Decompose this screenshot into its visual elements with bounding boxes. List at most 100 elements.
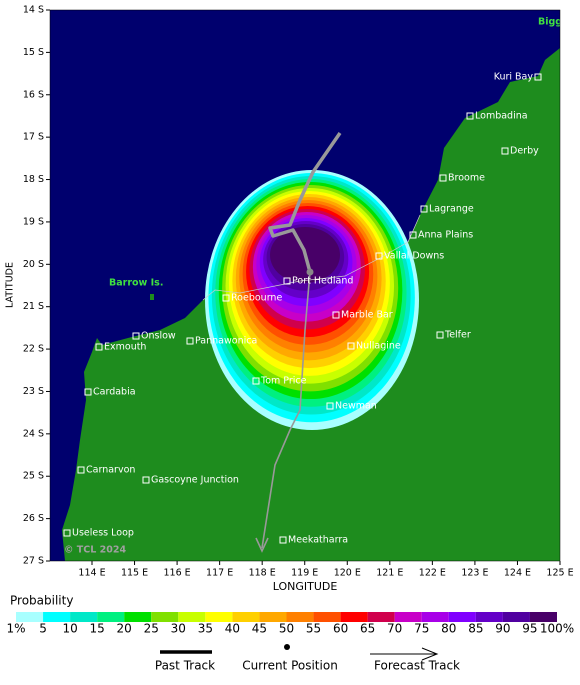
place-label: Roebourne bbox=[231, 293, 282, 304]
current-position bbox=[306, 268, 314, 276]
past-track bbox=[268, 132, 342, 273]
legend-swatch bbox=[421, 612, 449, 622]
lat-label: 17 S bbox=[23, 132, 44, 143]
place-marker bbox=[439, 174, 447, 182]
place-label: Pannawonica bbox=[195, 336, 257, 347]
legend-swatch bbox=[259, 612, 287, 622]
lon-label: 122 E bbox=[419, 568, 446, 579]
place-marker bbox=[252, 377, 260, 385]
legend-label: 65 bbox=[360, 622, 375, 636]
legend-swatch bbox=[502, 612, 530, 622]
lat-label: 24 S bbox=[23, 428, 44, 439]
lon-label: 118 E bbox=[249, 568, 276, 579]
place-marker bbox=[84, 388, 92, 396]
forecast-arrow-key bbox=[421, 647, 439, 661]
place-marker bbox=[279, 536, 287, 544]
island bbox=[150, 294, 154, 300]
legend-label: 45 bbox=[252, 622, 267, 636]
legend-swatch bbox=[43, 612, 71, 622]
place-label: Lombadina bbox=[475, 111, 528, 122]
legend-label: 70 bbox=[387, 622, 402, 636]
place-label: Onslow bbox=[141, 331, 176, 342]
legend-swatch bbox=[232, 612, 260, 622]
lon-label: 115 E bbox=[121, 568, 148, 579]
lon-label: 121 E bbox=[376, 568, 403, 579]
place-marker bbox=[283, 277, 291, 285]
forecast-arrowhead bbox=[255, 537, 269, 553]
lat-label: 19 S bbox=[23, 216, 44, 227]
legend-label: 40 bbox=[225, 622, 240, 636]
axes: 14 S 15 S 16 S 17 S 18 S 19 S 20 S 21 S 22 S 23 S… bbox=[23, 5, 574, 579]
place-label: Carnarvon bbox=[86, 465, 135, 476]
legend-label: 15 bbox=[90, 622, 105, 636]
place-marker bbox=[63, 529, 71, 537]
place-marker bbox=[534, 73, 542, 81]
current-position-key bbox=[284, 644, 290, 650]
key-label: Current Position bbox=[242, 659, 338, 673]
legend-swatch bbox=[475, 612, 503, 622]
legend-label: 25 bbox=[144, 622, 159, 636]
coast-outline bbox=[202, 214, 421, 301]
legend-swatch bbox=[70, 612, 98, 622]
legend-label: 90 bbox=[495, 622, 510, 636]
legend-swatch bbox=[394, 612, 422, 622]
place-marker bbox=[466, 112, 474, 120]
key-label: Past Track bbox=[155, 659, 215, 673]
lon-label: 117 E bbox=[206, 568, 233, 579]
legend-swatch bbox=[205, 612, 233, 622]
island-label: Bigg bbox=[538, 17, 562, 28]
place-label: Cardabia bbox=[93, 387, 136, 398]
place-marker bbox=[332, 311, 340, 319]
place-label: Meekatharra bbox=[288, 535, 348, 546]
legend-swatch bbox=[313, 612, 341, 622]
place-label: Lagrange bbox=[429, 204, 474, 215]
lon-label: 123 E bbox=[461, 568, 488, 579]
legend-label: 75 bbox=[414, 622, 429, 636]
legend-label: 35 bbox=[198, 622, 213, 636]
place-marker bbox=[436, 331, 444, 339]
map-area: Kuri Bay Lombadina Derby Broome Lagrange Anna… bbox=[50, 10, 562, 561]
place-label: Nullagine bbox=[356, 341, 401, 352]
legend-label: 85 bbox=[468, 622, 483, 636]
lat-label: 26 S bbox=[23, 513, 44, 524]
legend-swatch bbox=[16, 612, 44, 622]
place-marker bbox=[77, 466, 85, 474]
place-label: Telfer bbox=[444, 330, 471, 341]
lat-label: 25 S bbox=[23, 471, 44, 482]
place-label: Broome bbox=[448, 173, 485, 184]
lon-label: 124 E bbox=[504, 568, 531, 579]
lat-label: 20 S bbox=[23, 259, 44, 270]
place-marker bbox=[501, 147, 509, 155]
places: Kuri Bay Lombadina Derby Broome Lagrange Anna… bbox=[63, 72, 542, 546]
place-label: Tom Price bbox=[260, 376, 307, 387]
place-label: Derby bbox=[510, 146, 539, 157]
place-marker bbox=[222, 294, 230, 302]
place-label: Marble Bar bbox=[341, 310, 393, 321]
lat-label: 18 S bbox=[23, 174, 44, 185]
lat-label: 21 S bbox=[23, 301, 44, 312]
legend-swatch bbox=[367, 612, 395, 622]
lat-label: 27 S bbox=[23, 556, 44, 567]
place-marker bbox=[409, 231, 417, 239]
legend-label: 55 bbox=[306, 622, 321, 636]
lon-label: 119 E bbox=[291, 568, 318, 579]
legend-label: 50 bbox=[279, 622, 294, 636]
legend-label: 5 bbox=[39, 622, 47, 636]
lon-label: 125 E bbox=[546, 568, 573, 579]
legend: 1% 5 10 15 20 25 30 35 40 45 50 55 60 65 70 75 80 85 90 95 1… bbox=[6, 612, 574, 636]
lon-label: 114 E bbox=[78, 568, 105, 579]
legend-swatch bbox=[97, 612, 125, 622]
legend-label: 60 bbox=[333, 622, 348, 636]
island-label: Barrow Is. bbox=[109, 278, 163, 289]
lat-label: 16 S bbox=[23, 89, 44, 100]
legend-label: 10 bbox=[62, 622, 77, 636]
place-label: Newman bbox=[335, 401, 377, 412]
place-marker bbox=[326, 402, 334, 410]
legend-swatch bbox=[124, 612, 152, 622]
place-marker bbox=[132, 332, 140, 340]
place-marker bbox=[142, 476, 150, 484]
place-marker bbox=[375, 252, 383, 260]
place-label: Useless Loop bbox=[72, 528, 134, 539]
legend-swatch bbox=[448, 612, 476, 622]
